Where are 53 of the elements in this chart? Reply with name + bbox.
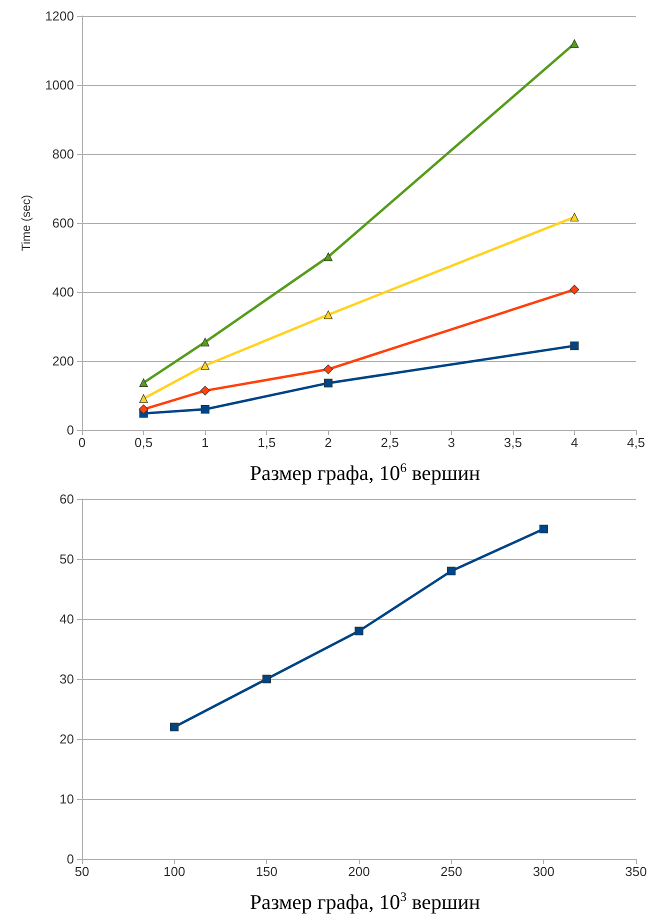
y-axis-title: Time (sec) [19, 194, 33, 252]
y-tick-label: 10 [60, 792, 74, 806]
point [570, 342, 579, 350]
x-tick-label: 350 [625, 864, 647, 879]
x-tick-label: 0,5 [134, 435, 153, 450]
x-tick-label: 4 [570, 435, 578, 450]
x-axis-title: Размер графа, 10$^{3}$ вершин [248, 888, 482, 914]
x-tick-label: 2,5 [380, 435, 399, 450]
point [323, 364, 334, 374]
y-tick-label: 600 [52, 216, 74, 230]
y-tick-label: 60 [60, 492, 74, 506]
x-tick-label: 1 [201, 435, 209, 450]
y-tick-label: 1000 [45, 78, 74, 92]
x-tick-label: 250 [440, 864, 462, 879]
y-tick-label: 800 [52, 146, 74, 162]
x-tick-label: 2 [324, 435, 332, 450]
point [447, 566, 456, 576]
x-tick-label: 0 [78, 435, 86, 450]
point [262, 674, 271, 684]
x-tick-label: 4,5 [626, 435, 646, 450]
point [324, 378, 333, 388]
point [570, 284, 580, 294]
y-tick-label: 200 [52, 354, 74, 368]
point [200, 386, 210, 396]
x-tick-label: 300 [532, 864, 555, 879]
y-tick-label: 50 [60, 552, 74, 566]
point [138, 404, 148, 414]
point [200, 361, 210, 370]
y-tick-label: 1200 [45, 8, 74, 24]
y-tick-label: 400 [52, 284, 74, 300]
point [354, 626, 364, 636]
x-tick-label: 150 [256, 864, 278, 879]
point [139, 394, 148, 403]
y-tick-label: 0 [66, 422, 74, 438]
y-tick-label: 30 [60, 672, 74, 686]
point [570, 212, 579, 222]
x-axis-title: Размер графа, 10$^{6}$ вершин [248, 459, 482, 485]
point [324, 310, 333, 320]
x-tick-label: 3 [448, 435, 455, 450]
point [170, 722, 179, 732]
y-tick-label: 20 [60, 732, 74, 746]
x-tick-label: 200 [348, 864, 370, 879]
y-tick-label: 0 [66, 852, 74, 866]
point [139, 378, 148, 388]
point [200, 338, 210, 346]
y-tick-label: 40 [60, 612, 74, 626]
point [200, 405, 210, 414]
x-tick-label: 1,5 [258, 435, 276, 450]
point [570, 39, 579, 48]
point [539, 524, 548, 534]
x-tick-label: 3,5 [504, 435, 522, 450]
point [324, 252, 333, 262]
x-tick-label: 100 [163, 864, 186, 879]
